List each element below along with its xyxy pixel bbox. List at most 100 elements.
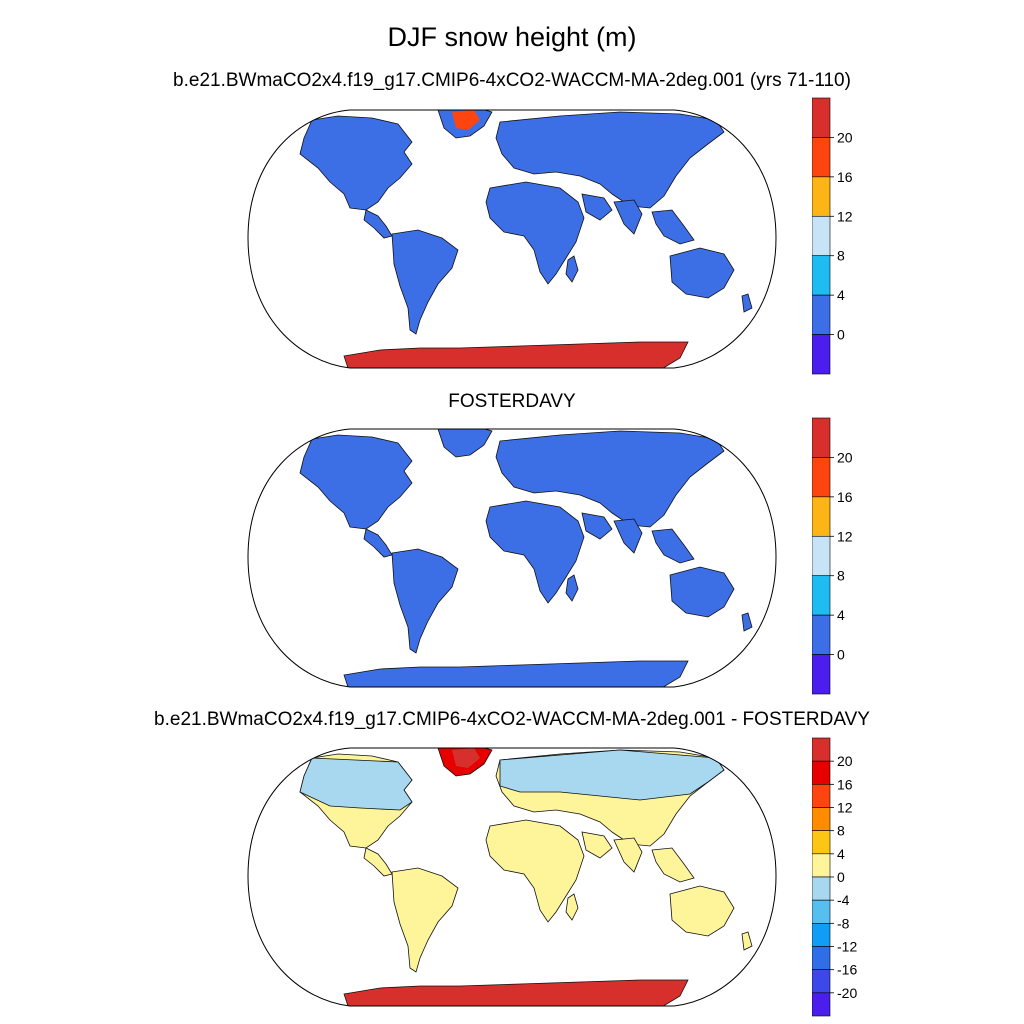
land-antarctica xyxy=(343,979,689,1006)
colorbar-label: 16 xyxy=(837,776,853,792)
land-africa xyxy=(485,819,585,923)
greenland-core xyxy=(452,748,480,768)
colorbar-label: 0 xyxy=(837,869,845,885)
land-seAsia xyxy=(651,847,695,883)
colorbar-box xyxy=(812,535,831,577)
panel-2-map xyxy=(247,428,777,688)
colorbar-label: -4 xyxy=(837,892,850,908)
land-australia xyxy=(669,566,735,618)
colorbar-box xyxy=(812,215,831,257)
colorbar-box xyxy=(812,294,831,335)
colorbar-box xyxy=(812,97,831,138)
colorbar-label: 0 xyxy=(837,327,845,343)
land-centralAmerica xyxy=(363,847,393,877)
land-southAmerica xyxy=(391,229,459,335)
land-centralAmerica xyxy=(363,528,393,558)
colorbar-box xyxy=(812,899,831,924)
land-australia xyxy=(669,885,735,937)
colorbar-box xyxy=(812,654,831,695)
land-arabia xyxy=(581,193,613,221)
land-southAmerica xyxy=(391,867,459,973)
land-antarctica xyxy=(343,660,689,687)
panel-1-title: b.e21.BWmaCO2x4.f19_g17.CMIP6-4xCO2-WACC… xyxy=(173,70,851,91)
colorbar-label: 4 xyxy=(837,846,845,862)
colorbar-box xyxy=(812,992,831,1017)
colorbar-label: 12 xyxy=(837,528,853,544)
land-india xyxy=(613,199,643,235)
colorbar-label: 4 xyxy=(837,287,845,303)
colorbar-label: 16 xyxy=(837,489,853,505)
colorbar-box xyxy=(812,176,831,217)
colorbar-label: -12 xyxy=(837,939,857,955)
land-seAsia xyxy=(651,209,695,245)
colorbar-box xyxy=(812,853,831,878)
land-arabia xyxy=(581,512,613,540)
panel-2-title: FOSTERDAVY xyxy=(448,391,576,412)
colorbar-box xyxy=(812,575,831,616)
land-greenland xyxy=(437,429,493,458)
land-arabia xyxy=(581,831,613,859)
negative-region xyxy=(299,757,413,811)
land-india xyxy=(613,518,643,554)
colorbar-label: 12 xyxy=(837,208,853,224)
land-centralAmerica xyxy=(363,209,393,239)
land-africa xyxy=(485,181,585,285)
figure-title: DJF snow height (m) xyxy=(387,22,637,52)
globe-outline xyxy=(247,747,777,1007)
colorbar-box xyxy=(812,760,831,785)
colorbar-label: 8 xyxy=(837,823,845,839)
colorbar-label: -20 xyxy=(837,985,857,1001)
colorbar-box xyxy=(812,969,831,994)
colorbar-box xyxy=(812,417,831,458)
land-eurasia xyxy=(495,430,725,528)
panel-3-map xyxy=(247,747,777,1007)
colorbar-box xyxy=(812,807,831,831)
colorbar-box xyxy=(812,946,831,970)
colorbar-box xyxy=(812,784,831,808)
colorbar-label: 20 xyxy=(837,449,853,465)
colorbar-label: 20 xyxy=(837,129,853,145)
panel-1-colorbar: 20 16 12 8 4 0 xyxy=(812,97,853,375)
land-eurasia xyxy=(495,111,725,209)
colorbar-label: -8 xyxy=(837,915,850,931)
land-nz xyxy=(741,931,753,951)
globe-outline xyxy=(247,109,777,369)
colorbar-label: 8 xyxy=(837,248,845,264)
negative-region xyxy=(499,749,725,801)
land-australia xyxy=(669,247,735,299)
land-seAsia xyxy=(651,528,695,564)
colorbar-box xyxy=(812,923,831,947)
colorbar-box xyxy=(812,830,831,855)
land-madagascar xyxy=(565,255,579,283)
land-india xyxy=(613,837,643,873)
colorbar-box xyxy=(812,876,831,901)
colorbar-label: 8 xyxy=(837,568,845,584)
greenland-core xyxy=(452,110,480,130)
colorbar-box xyxy=(812,457,831,498)
land-madagascar xyxy=(565,893,579,921)
land-antarctica xyxy=(343,341,689,368)
colorbar-label: 12 xyxy=(837,800,853,816)
globe-outline xyxy=(247,428,777,688)
colorbar-label: 16 xyxy=(837,169,853,185)
land-northAmerica xyxy=(299,434,413,530)
panel-1-map xyxy=(247,109,777,369)
panel-3-colorbar: 20 16 12 8 4 0 -4 -8 -12 -16 -20 xyxy=(812,737,857,1017)
colorbar-box xyxy=(812,334,831,375)
colorbar-box xyxy=(812,255,831,296)
land-nz xyxy=(741,612,753,632)
land-southAmerica xyxy=(391,548,459,654)
land-madagascar xyxy=(565,574,579,602)
land-nz xyxy=(741,293,753,313)
land-northAmerica xyxy=(299,115,413,211)
colorbar-box xyxy=(812,737,831,762)
colorbar-label: 0 xyxy=(837,647,845,663)
land-africa xyxy=(485,500,585,604)
panel-3-title: b.e21.BWmaCO2x4.f19_g17.CMIP6-4xCO2-WACC… xyxy=(154,709,870,730)
colorbar-box xyxy=(812,137,831,178)
colorbar-label: 20 xyxy=(837,753,853,769)
panel-2-colorbar: 20 16 12 8 4 0 xyxy=(812,417,853,695)
colorbar-label: 4 xyxy=(837,607,845,623)
colorbar-box xyxy=(812,496,831,537)
colorbar-box xyxy=(812,614,831,655)
